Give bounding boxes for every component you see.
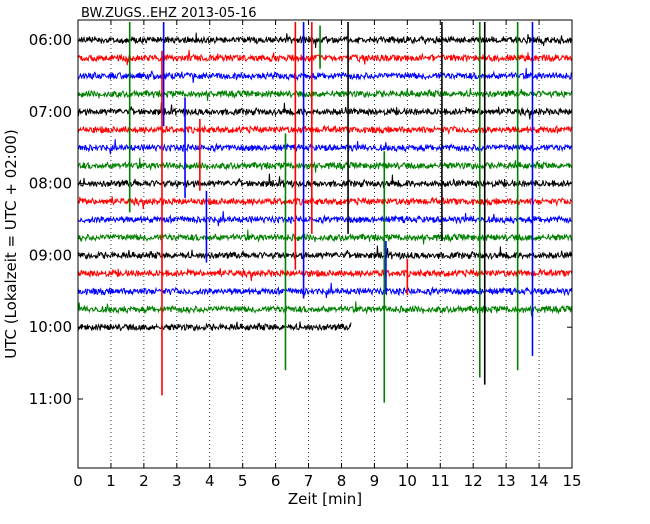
trace-07:30	[77, 139, 572, 155]
x-tick-label: 13	[497, 472, 516, 490]
trace-06:00	[77, 32, 573, 49]
gridlines	[110, 20, 540, 468]
trace-08:00	[77, 173, 572, 189]
x-tick-label: 2	[139, 472, 149, 490]
y-tick-label: 11:00	[29, 390, 72, 408]
y-axis-label: UTC (Lokalzeit = UTC + 02:00)	[2, 129, 20, 359]
y-ticks: 06:00 07:00 08:00 09:00 10:00 11:00	[29, 31, 572, 408]
event-spikes	[128, 22, 534, 403]
y-tick-label: 07:00	[29, 103, 72, 121]
trace-09:30	[77, 282, 573, 298]
trace-07:45	[77, 157, 573, 173]
trace-09:15	[78, 268, 573, 282]
x-tick-label: 8	[337, 472, 347, 490]
x-tick-label: 7	[304, 472, 314, 490]
chart-title: BW.ZUGS..EHZ 2013-05-16	[81, 6, 257, 21]
x-tick-label: 12	[464, 472, 483, 490]
x-tick-label: 6	[271, 472, 281, 490]
trace-09:00	[77, 245, 573, 261]
trace-08:15	[77, 196, 572, 210]
x-tick-label: 11	[431, 472, 450, 490]
trace-09:45	[77, 301, 573, 317]
x-tick-label: 3	[172, 472, 182, 490]
trace-08:30	[77, 210, 573, 227]
x-tick-label: 1	[106, 472, 116, 490]
x-tick-label: 4	[205, 472, 215, 490]
x-tick-label: 9	[370, 472, 380, 490]
trace-07:15	[77, 124, 573, 136]
x-tick-label: 0	[73, 472, 83, 490]
trace-08:45	[77, 229, 572, 245]
y-tick-label: 06:00	[29, 31, 72, 49]
x-tick-label: 15	[562, 472, 581, 490]
trace-07:00	[77, 101, 573, 120]
y-tick-label: 08:00	[29, 175, 72, 193]
x-tick-label: 10	[398, 472, 417, 490]
plot-frame	[77, 19, 573, 469]
x-axis-label: Zeit [min]	[288, 490, 362, 508]
y-tick-label: 10:00	[29, 318, 72, 336]
x-ticks: 0 1 2 3 4 5 6 7 8 9 10 11 12 13 14 15	[73, 20, 582, 490]
x-tick-label: 5	[238, 472, 248, 490]
trace-06:45	[77, 88, 573, 101]
y-tick-label: 09:00	[29, 246, 72, 264]
trace-10:00	[77, 321, 352, 332]
trace-06:30	[77, 67, 573, 83]
x-tick-label: 14	[530, 472, 549, 490]
trace-06:15	[77, 49, 573, 66]
traces	[77, 32, 573, 332]
